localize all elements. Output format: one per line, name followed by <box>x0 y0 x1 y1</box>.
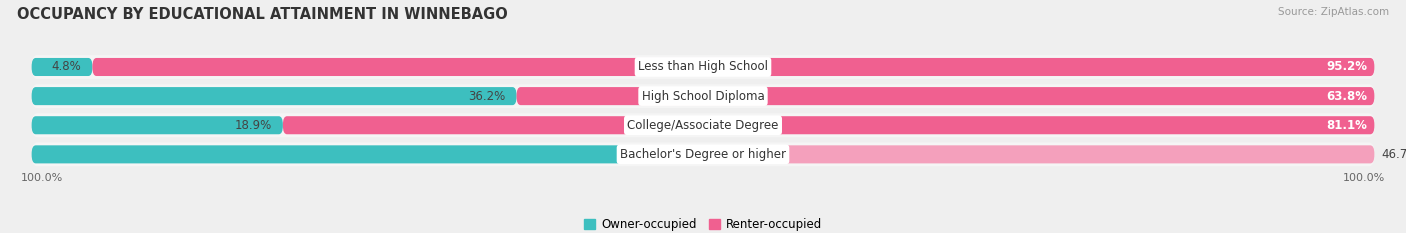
FancyBboxPatch shape <box>31 84 1375 108</box>
FancyBboxPatch shape <box>31 116 283 134</box>
Legend: Owner-occupied, Renter-occupied: Owner-occupied, Renter-occupied <box>579 213 827 233</box>
Text: 100.0%: 100.0% <box>21 173 63 183</box>
Text: Bachelor's Degree or higher: Bachelor's Degree or higher <box>620 148 786 161</box>
FancyBboxPatch shape <box>31 142 1375 166</box>
FancyBboxPatch shape <box>31 55 1375 79</box>
FancyBboxPatch shape <box>93 58 1375 76</box>
Text: 81.1%: 81.1% <box>1327 119 1368 132</box>
FancyBboxPatch shape <box>283 116 1375 134</box>
Text: 100.0%: 100.0% <box>1343 173 1385 183</box>
FancyBboxPatch shape <box>516 87 1375 105</box>
FancyBboxPatch shape <box>31 87 516 105</box>
Text: 53.3%: 53.3% <box>700 148 737 161</box>
Text: 18.9%: 18.9% <box>235 119 273 132</box>
Text: 63.8%: 63.8% <box>1327 90 1368 103</box>
Text: High School Diploma: High School Diploma <box>641 90 765 103</box>
Text: Less than High School: Less than High School <box>638 61 768 73</box>
FancyBboxPatch shape <box>31 58 93 76</box>
Text: OCCUPANCY BY EDUCATIONAL ATTAINMENT IN WINNEBAGO: OCCUPANCY BY EDUCATIONAL ATTAINMENT IN W… <box>17 7 508 22</box>
Text: 95.2%: 95.2% <box>1327 61 1368 73</box>
Text: 46.7%: 46.7% <box>1381 148 1406 161</box>
FancyBboxPatch shape <box>31 145 748 163</box>
Text: College/Associate Degree: College/Associate Degree <box>627 119 779 132</box>
FancyBboxPatch shape <box>748 145 1375 163</box>
Text: 36.2%: 36.2% <box>468 90 506 103</box>
Text: Source: ZipAtlas.com: Source: ZipAtlas.com <box>1278 7 1389 17</box>
FancyBboxPatch shape <box>31 113 1375 137</box>
Text: 4.8%: 4.8% <box>52 61 82 73</box>
